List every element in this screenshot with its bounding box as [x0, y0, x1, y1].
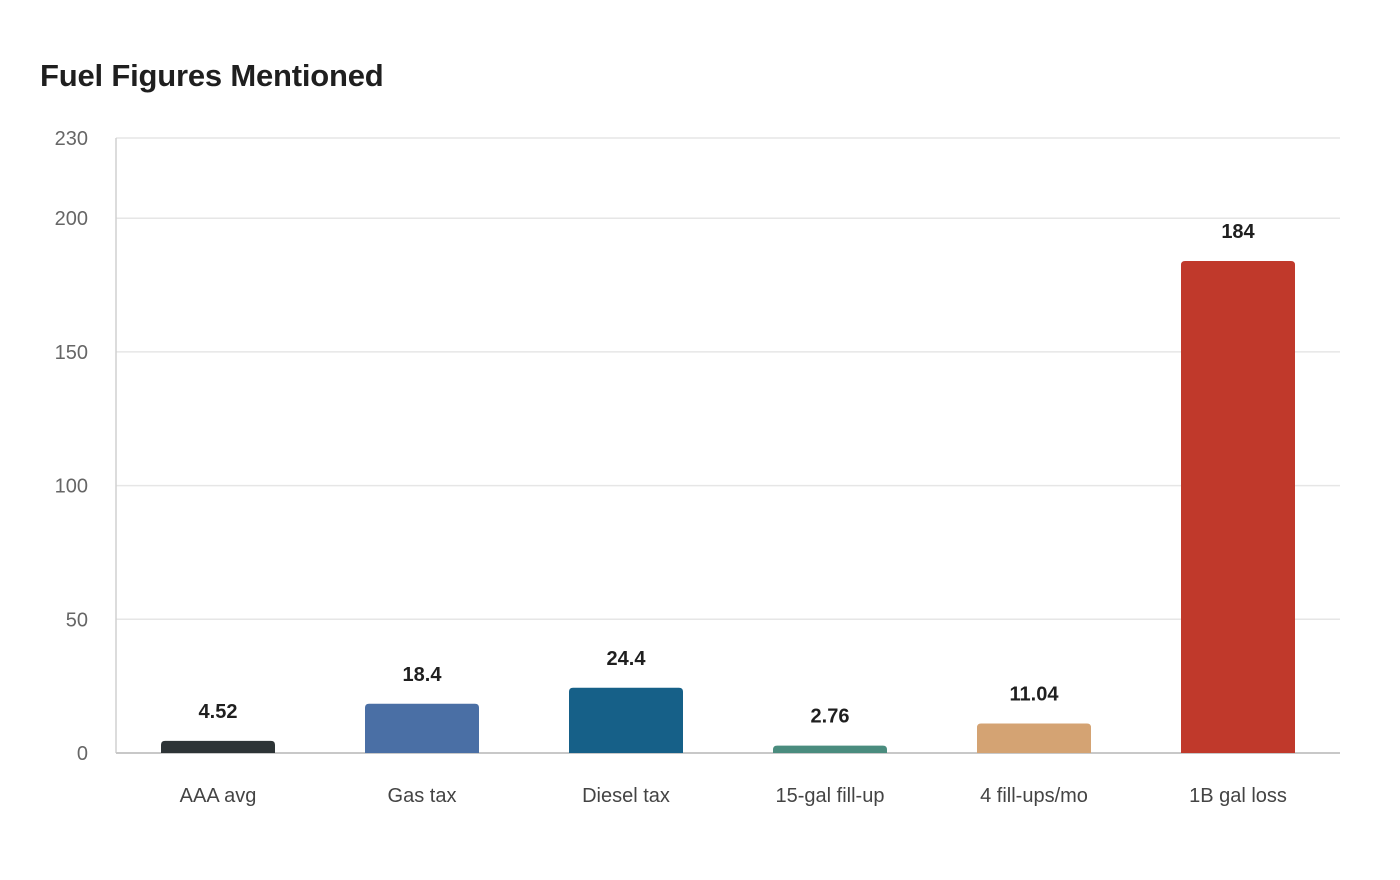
- bar: [365, 703, 479, 753]
- y-tick-label: 150: [55, 342, 88, 364]
- bar-value-label: 18.4: [403, 664, 443, 686]
- bar: [1181, 261, 1295, 753]
- bar-value-label: 24.4: [607, 648, 647, 670]
- gridlines: [116, 137, 1340, 621]
- y-tick-label: 200: [55, 208, 88, 230]
- bar-value-label: 4.52: [199, 701, 238, 723]
- x-tick-label: Diesel tax: [582, 785, 670, 807]
- y-tick-label: 100: [55, 476, 88, 498]
- bars: [161, 261, 1295, 753]
- y-tick-label: 50: [66, 609, 88, 631]
- bar-value-label: 2.76: [811, 706, 850, 728]
- bar: [977, 723, 1091, 753]
- axes: [115, 138, 1340, 754]
- bar: [161, 740, 275, 753]
- y-tick-label: 230: [55, 128, 88, 150]
- x-tick-label: Gas tax: [388, 785, 457, 807]
- x-tick-label: 15-gal fill-up: [776, 785, 885, 807]
- x-tick-label: 4 fill-ups/mo: [980, 785, 1088, 807]
- bar: [569, 687, 683, 753]
- x-tick-label: 1B gal loss: [1189, 785, 1287, 807]
- y-tick-label: 0: [77, 743, 88, 765]
- x-tick-label: AAA avg: [180, 785, 257, 807]
- chart-title: Fuel Figures Mentioned: [40, 58, 384, 93]
- labels: 0 50 100 150 200 230 4.52 AAA avg 18.4 Gas tax 24.…: [55, 128, 1287, 807]
- bar-value-label: 11.04: [1010, 683, 1060, 705]
- bar-value-label: 184: [1221, 221, 1255, 243]
- bar: [773, 745, 887, 753]
